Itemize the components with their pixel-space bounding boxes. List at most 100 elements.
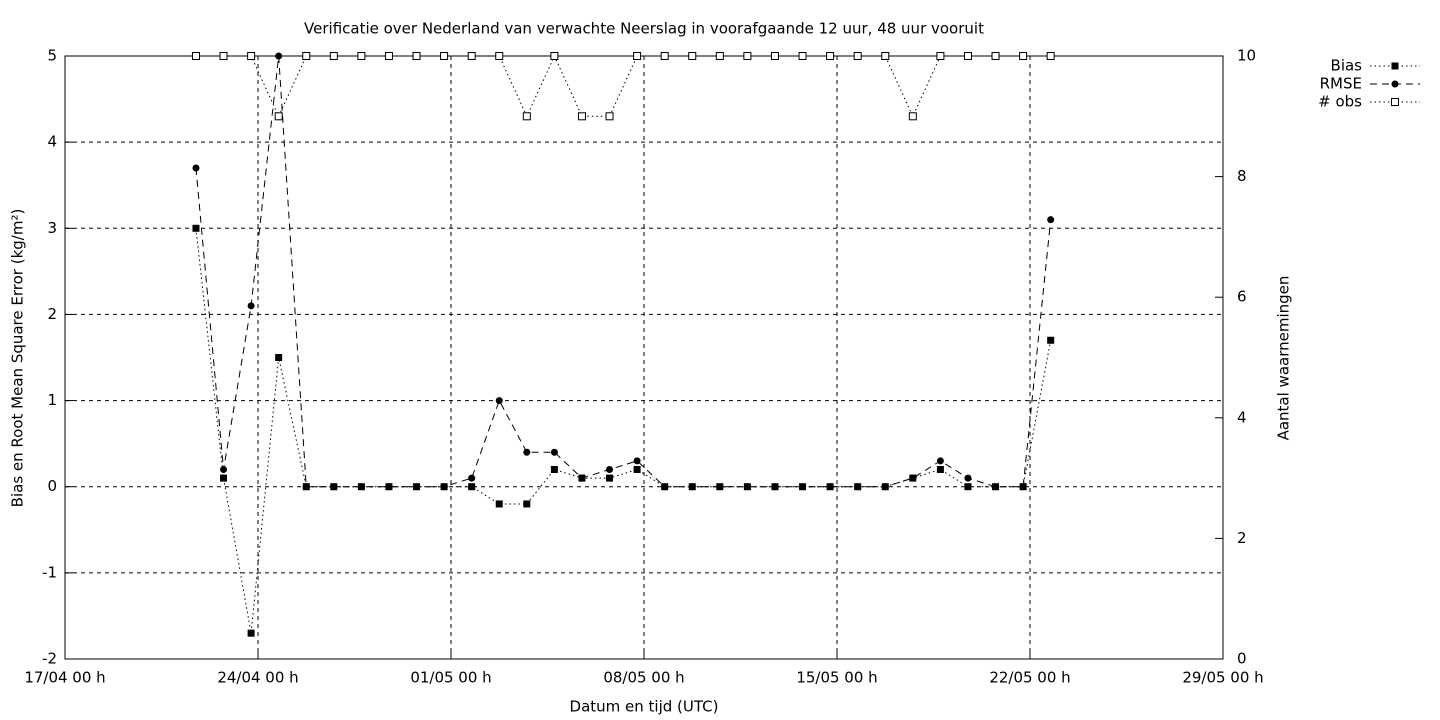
marker [413, 483, 421, 491]
y2-tick-label: 8 [1237, 167, 1247, 185]
marker [963, 52, 972, 60]
marker [688, 52, 697, 60]
marker [936, 457, 944, 465]
marker [743, 52, 752, 60]
y2-tick-label: 6 [1237, 288, 1247, 306]
marker [219, 52, 228, 60]
marker [1046, 52, 1055, 60]
marker [302, 483, 310, 491]
marker [770, 52, 779, 60]
marker [853, 52, 862, 60]
marker [385, 483, 393, 491]
x-tick-label: 01/05 00 h [410, 669, 491, 687]
marker [191, 52, 200, 60]
x-tick-label: 29/05 00 h [1182, 669, 1263, 687]
marker [908, 112, 917, 121]
marker [550, 448, 558, 456]
y-tick-label: 4 [47, 133, 57, 151]
marker [275, 52, 283, 60]
y2-tick-label: 4 [1237, 408, 1247, 426]
marker [743, 483, 751, 491]
marker [881, 483, 889, 491]
marker [467, 52, 476, 60]
marker [964, 474, 972, 482]
y-tick-label: -2 [42, 650, 57, 668]
marker [881, 52, 890, 60]
legend-label: # obs [1318, 93, 1362, 111]
marker [606, 474, 614, 482]
marker [605, 112, 614, 121]
marker [192, 224, 200, 232]
marker [495, 500, 503, 508]
marker [991, 52, 1000, 60]
x-tick-label: 15/05 00 h [796, 669, 877, 687]
y-tick-label: 3 [47, 219, 57, 237]
marker [1019, 483, 1027, 491]
marker [798, 52, 807, 60]
marker [550, 52, 559, 60]
series-line [195, 54, 1051, 118]
marker [716, 483, 724, 491]
marker [854, 483, 862, 491]
marker [578, 474, 586, 482]
y2-tick-label: 10 [1237, 47, 1256, 65]
marker [964, 483, 972, 491]
marker [468, 474, 476, 482]
marker [220, 465, 228, 473]
marker [247, 629, 255, 637]
marker [329, 52, 338, 60]
marker [523, 500, 531, 508]
marker [799, 483, 807, 491]
marker [522, 112, 531, 121]
marker [633, 52, 642, 60]
marker [633, 457, 641, 465]
y2-tick-label: 0 [1237, 650, 1247, 668]
marker [468, 483, 476, 491]
marker [606, 465, 614, 473]
marker [357, 52, 366, 60]
marker [440, 483, 448, 491]
y-tick-label: 5 [47, 47, 57, 65]
legend-marker [1391, 80, 1399, 88]
marker [771, 483, 779, 491]
y-tick-label: 1 [47, 391, 57, 409]
marker [992, 483, 1000, 491]
marker [220, 474, 228, 482]
marker [523, 448, 531, 456]
marker [330, 483, 338, 491]
x-tick-label: 08/05 00 h [603, 669, 684, 687]
marker [495, 397, 503, 405]
marker [550, 465, 558, 473]
chart-title: Verificatie over Nederland van verwachte… [304, 20, 984, 38]
marker [495, 52, 504, 60]
marker [936, 52, 945, 60]
marker [633, 465, 641, 473]
marker [1019, 52, 1028, 60]
marker [715, 52, 724, 60]
marker [274, 112, 283, 121]
y2-tick-label: 2 [1237, 529, 1247, 547]
marker [192, 164, 200, 172]
y-tick-label: 2 [47, 305, 57, 323]
marker [688, 483, 696, 491]
marker [1047, 336, 1055, 344]
y-tick-label: 0 [47, 477, 57, 495]
x-tick-label: 24/04 00 h [217, 669, 298, 687]
marker [247, 302, 255, 310]
marker [1047, 216, 1055, 224]
marker [660, 52, 669, 60]
marker [357, 483, 365, 491]
legend-label: Bias [1331, 57, 1363, 75]
marker [826, 483, 834, 491]
marker [275, 354, 283, 361]
marker [247, 52, 256, 60]
marker [384, 52, 393, 60]
marker [826, 52, 835, 60]
legend-marker [1391, 98, 1399, 106]
marker [412, 52, 421, 60]
y-axis-label: Bias en Root Mean Square Error (kg/m²) [9, 209, 27, 508]
marker [661, 483, 669, 491]
x-tick-label: 17/04 00 h [24, 669, 105, 687]
x-axis-label: Datum en tijd (UTC) [570, 698, 719, 716]
